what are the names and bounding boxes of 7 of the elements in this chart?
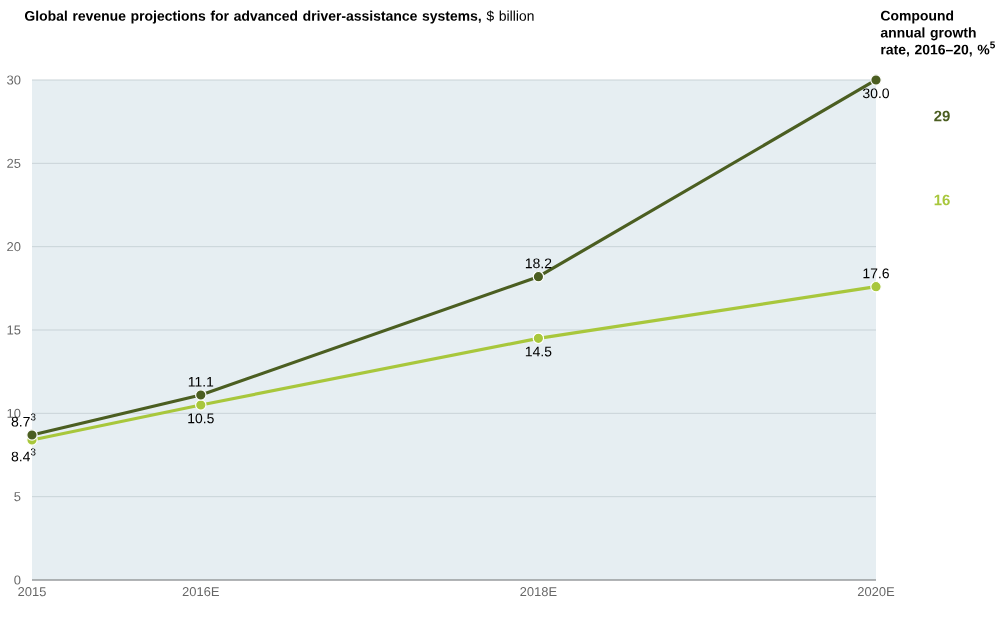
point <box>26 429 38 441</box>
point <box>532 332 545 345</box>
point <box>870 280 882 293</box>
point <box>532 270 545 283</box>
point <box>195 399 207 411</box>
point <box>195 389 207 401</box>
point <box>870 74 882 86</box>
